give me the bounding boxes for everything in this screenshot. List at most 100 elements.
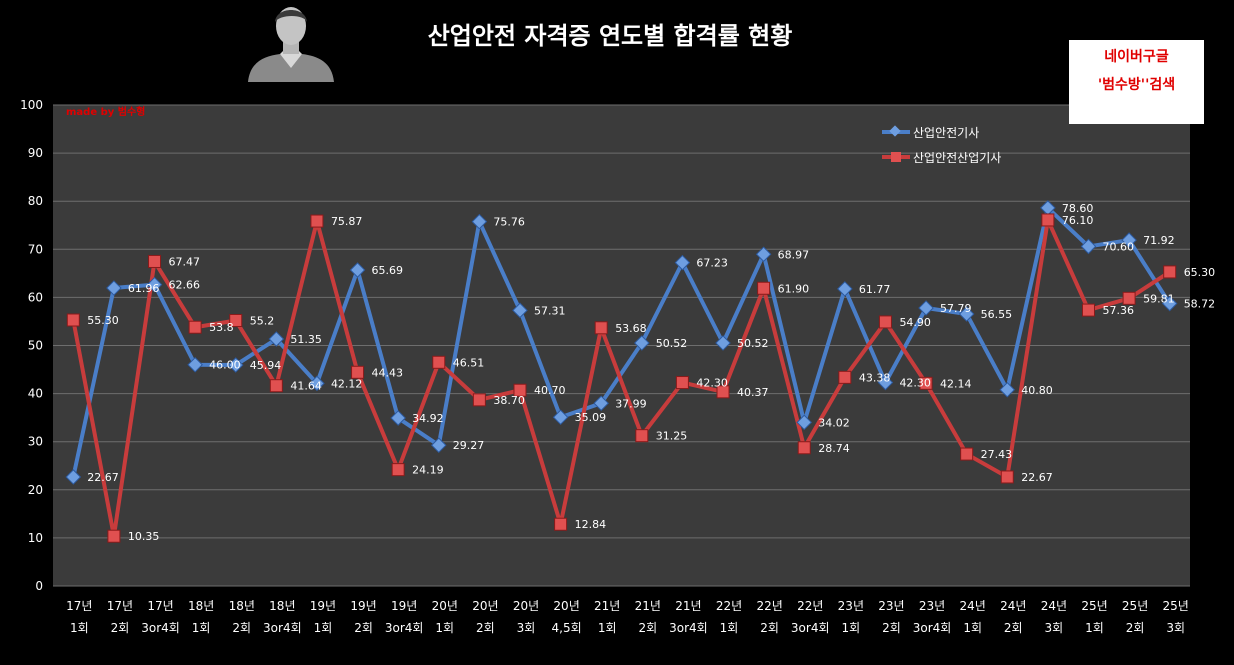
- legend-marker-series-2: [891, 152, 901, 162]
- data-label-series-1: 45.94: [250, 359, 282, 372]
- y-tick-label: 60: [28, 290, 43, 304]
- x-tick-label-round: 3회: [1045, 621, 1064, 635]
- data-label-series-1: 61.96: [128, 282, 159, 295]
- legend-label-series-2: 산업안전산업기사: [913, 151, 1001, 165]
- x-tick-label-year: 25년: [1122, 599, 1148, 613]
- data-label-series-1: 46.00: [209, 359, 241, 372]
- x-tick-label-year: 20년: [513, 599, 539, 613]
- data-point-series-1: [471, 213, 488, 230]
- x-tick-label-round: 1회: [314, 621, 333, 635]
- y-tick-label: 50: [28, 339, 43, 353]
- data-point-series-2: [635, 429, 649, 443]
- data-point-series-1: [1161, 295, 1178, 312]
- data-point-series-1: [106, 280, 122, 296]
- data-label-series-2: 75.87: [331, 215, 363, 228]
- x-tick-label-year: 19년: [310, 599, 336, 613]
- y-tick-label: 10: [28, 531, 43, 545]
- data-label-series-1: 42.30: [899, 377, 931, 390]
- data-label-series-1: 56.55: [981, 308, 1013, 321]
- data-point-series-2: [838, 370, 852, 384]
- x-axis-tick-labels: 17년 1회 17년 2회 17년 3or4회 18년 1회 18년 2회 18년 3or4회 19년 1…: [66, 599, 1189, 635]
- x-tick-label-round: 1회: [70, 621, 89, 635]
- data-point-series-1: [999, 381, 1016, 398]
- data-point-series-2: [351, 365, 365, 379]
- x-tick-label-round: 3회: [1166, 621, 1185, 635]
- x-tick-label-round: 1회: [598, 621, 617, 635]
- data-label-series-2: 12.84: [575, 518, 607, 531]
- data-point-series-2: [1081, 303, 1095, 317]
- data-point-series-1: [1080, 238, 1097, 255]
- data-label-series-2: 53.68: [615, 322, 647, 335]
- x-tick-label-round: 3or4회: [913, 621, 952, 635]
- data-label-series-2: 53.8: [209, 321, 234, 334]
- x-tick-label-year: 20년: [432, 599, 458, 613]
- data-point-series-1: [1040, 200, 1056, 216]
- data-point-series-2: [229, 313, 243, 327]
- legend-label-series-1: 산업안전기사: [913, 126, 979, 140]
- y-tick-label: 80: [28, 194, 43, 208]
- data-labels: 22.67 61.96 62.66 46.00 45.94 51.35 42.12 65.69…: [87, 202, 1215, 543]
- x-tick-label-round: 1회: [720, 621, 739, 635]
- series-line-2: [71, 217, 1171, 539]
- data-label-series-1: 51.35: [290, 333, 322, 346]
- data-label-series-2: 57.36: [1102, 304, 1134, 317]
- y-tick-label: 100: [20, 98, 43, 112]
- chart-title: 산업안전 자격증 연도별 합격률 현황: [427, 22, 793, 50]
- legend: 산업안전기사 산업안전산업기사: [882, 125, 1001, 165]
- data-point-series-2: [1000, 470, 1014, 484]
- data-label-series-1: 61.77: [859, 283, 891, 296]
- series-points: [65, 200, 1178, 543]
- x-tick-label-year: 23년: [919, 599, 945, 613]
- promo-line-2: '범수방''검색: [1097, 77, 1176, 93]
- data-point-series-2: [1041, 213, 1055, 227]
- x-tick-label-round: 2회: [882, 621, 901, 635]
- x-tick-label-round: 2회: [1004, 621, 1023, 635]
- data-label-series-2: 41.64: [290, 380, 322, 393]
- data-point-series-1: [512, 302, 528, 319]
- data-label-series-1: 22.67: [87, 471, 119, 484]
- x-tick-label-year: 19년: [391, 599, 417, 613]
- data-label-series-1: 62.66: [169, 279, 201, 292]
- data-point-series-1: [1121, 232, 1137, 248]
- data-label-series-2: 55.30: [87, 314, 119, 327]
- y-tick-label: 30: [28, 435, 43, 449]
- data-point-series-2: [66, 313, 80, 327]
- x-tick-label-year: 24년: [1000, 599, 1026, 613]
- x-tick-label-year: 18년: [188, 599, 214, 613]
- data-point-series-2: [513, 383, 527, 397]
- x-tick-label-round: 2회: [638, 621, 657, 635]
- data-label-series-2: 59.81: [1143, 292, 1175, 305]
- data-point-series-2: [269, 379, 283, 393]
- data-label-series-1: 29.27: [453, 439, 485, 452]
- data-point-series-2: [391, 463, 405, 477]
- data-label-series-1: 71.92: [1143, 234, 1175, 247]
- data-point-series-1: [593, 395, 609, 412]
- data-point-series-1: [390, 410, 406, 426]
- data-label-series-2: 10.35: [128, 530, 159, 543]
- person-avatar-icon: [248, 7, 334, 82]
- data-point-series-1: [268, 331, 285, 347]
- x-tick-label-round: 1회: [192, 621, 211, 635]
- data-point-series-2: [188, 320, 202, 334]
- data-point-series-1: [430, 437, 447, 453]
- data-label-series-2: 28.74: [818, 442, 850, 455]
- data-label-series-2: 55.2: [250, 314, 275, 327]
- data-label-series-2: 65.30: [1184, 266, 1216, 279]
- x-tick-label-round: 2회: [1126, 621, 1145, 635]
- data-point-series-1: [796, 414, 813, 431]
- data-label-series-1: 67.23: [696, 257, 728, 270]
- x-tick-label-round: 1회: [435, 621, 454, 635]
- x-tick-label-round: 1회: [841, 621, 860, 635]
- x-tick-label-round: 2회: [476, 621, 495, 635]
- y-tick-label: 90: [28, 146, 43, 160]
- promo-box: 네이버구글 '범수방''검색: [1069, 40, 1204, 124]
- data-point-series-2: [107, 529, 121, 543]
- data-label-series-1: 34.92: [412, 412, 444, 425]
- data-point-series-2: [472, 393, 486, 407]
- data-label-series-1: 65.69: [372, 264, 404, 277]
- data-point-series-1: [674, 254, 691, 271]
- data-point-series-2: [919, 376, 933, 390]
- y-tick-label: 0: [35, 579, 43, 593]
- data-point-series-1: [634, 335, 650, 351]
